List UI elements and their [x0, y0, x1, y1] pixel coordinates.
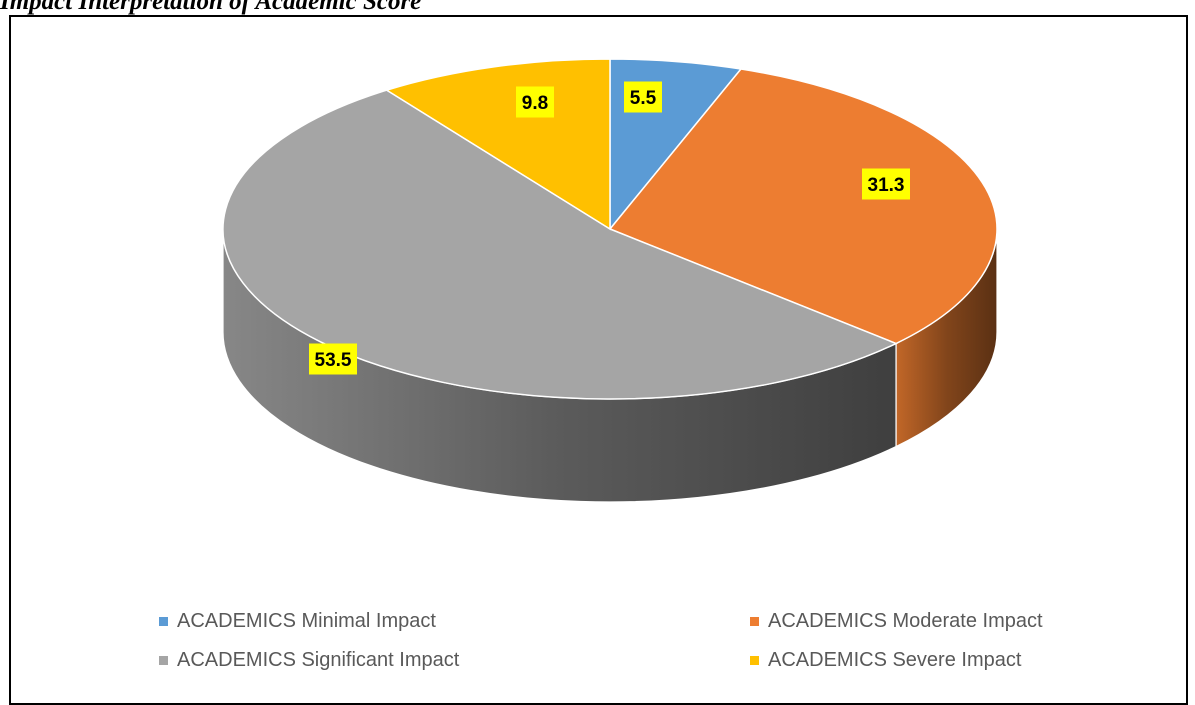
- legend-swatch-moderate: [750, 617, 759, 626]
- legend-label-moderate: ACADEMICS Moderate Impact: [768, 610, 1043, 633]
- legend-item-significant: ACADEMICS Significant Impact: [159, 649, 459, 672]
- legend-label-significant: ACADEMICS Significant Impact: [177, 649, 459, 672]
- legend-item-minimal: ACADEMICS Minimal Impact: [159, 610, 436, 633]
- legend-swatch-minimal: [159, 617, 168, 626]
- data-label-severe: 9.8: [522, 93, 548, 114]
- data-label-moderate: 31.3: [868, 175, 905, 196]
- pie-chart: 5.5 31.3 53.5 9.8: [11, 17, 1186, 703]
- legend-swatch-severe: [750, 656, 759, 665]
- legend-label-severe: ACADEMICS Severe Impact: [768, 649, 1021, 672]
- legend-item-moderate: ACADEMICS Moderate Impact: [750, 610, 1043, 633]
- legend-item-severe: ACADEMICS Severe Impact: [750, 649, 1021, 672]
- data-label-significant: 53.5: [315, 350, 352, 371]
- data-label-minimal: 5.5: [630, 88, 657, 109]
- legend-label-minimal: ACADEMICS Minimal Impact: [177, 610, 436, 633]
- chart-frame: 5.5 31.3 53.5 9.8 ACADEMICS Minimal Impact …: [9, 15, 1188, 705]
- legend-swatch-significant: [159, 656, 168, 665]
- page-title: Impact Interpretation of Academic Score: [0, 0, 421, 16]
